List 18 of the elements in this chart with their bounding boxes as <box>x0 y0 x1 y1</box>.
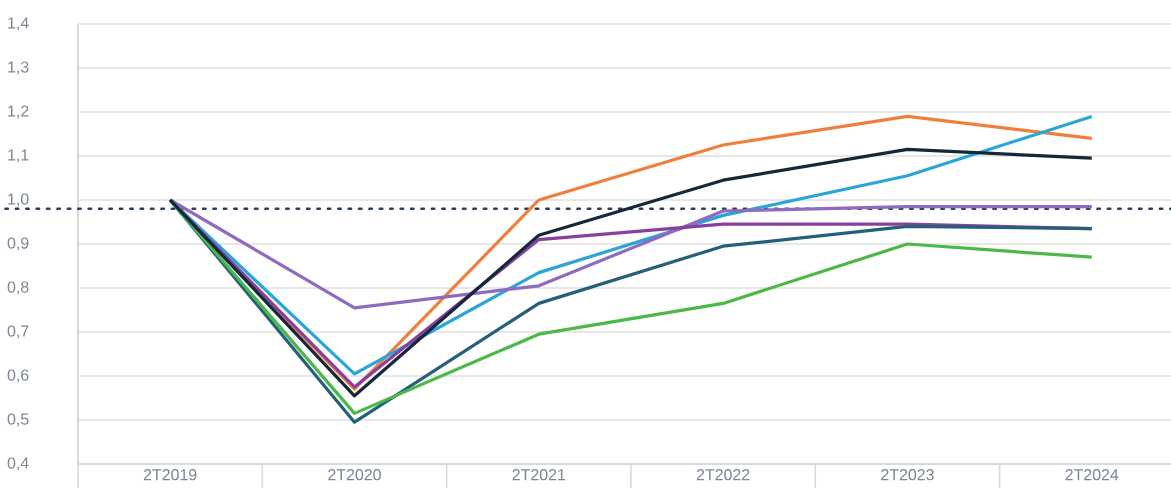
y-tick-label: 1,1 <box>8 149 29 163</box>
y-tick-label: 1,3 <box>8 61 29 75</box>
x-tick-label: 2T2021 <box>512 469 566 481</box>
line-series <box>168 198 1094 310</box>
x-tick-label: 2T2019 <box>143 469 197 481</box>
y-tick-label: 0,6 <box>7 369 29 383</box>
y-tick-label: 1,2 <box>8 105 29 119</box>
x-tick-label: 2T2022 <box>696 469 750 481</box>
y-tick-label: 1,4 <box>8 17 29 31</box>
x-tick-label: 2T2024 <box>1065 469 1119 481</box>
y-tick-label: 0,5 <box>7 413 29 427</box>
y-tick-label: 0,7 <box>7 325 29 339</box>
x-tick-label: 2T2020 <box>328 469 381 481</box>
y-tick-label: 0,8 <box>7 281 29 295</box>
y-tick-label: 1,0 <box>8 193 29 207</box>
x-tick-label: 2T2023 <box>881 469 934 481</box>
y-tick-label: 0,9 <box>7 237 29 251</box>
y-tick-label: 0,4 <box>7 457 29 471</box>
